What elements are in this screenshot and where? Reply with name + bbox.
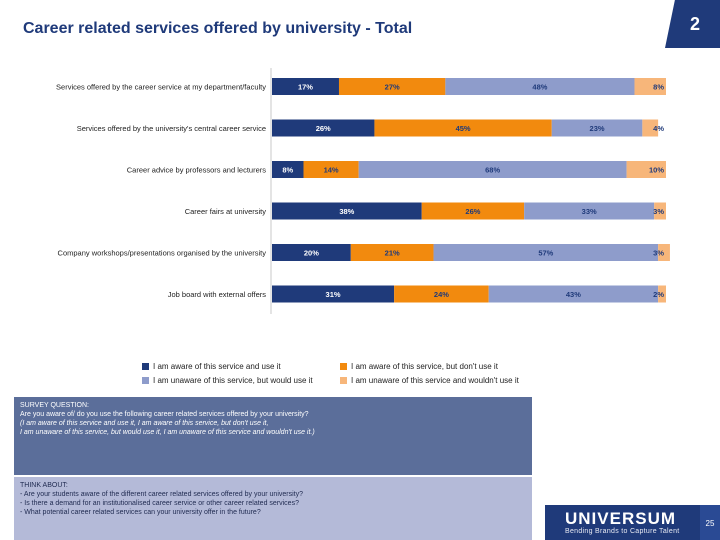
survey-question: Are you aware of/ do you use the followi… [20, 411, 309, 418]
data-label: 8% [282, 166, 293, 175]
legend-item-aware-use: I am aware of this service and use it [142, 362, 340, 371]
survey-question-box: SURVEY QUESTION: Are you aware of/ do yo… [14, 397, 532, 475]
data-label: 33% [582, 207, 597, 216]
bar-segment [272, 78, 339, 95]
data-label: 2% [653, 290, 664, 299]
legend-item-aware-dont-use: I am aware of this service, but don't us… [340, 362, 540, 371]
universum-logo: UNIVERSUM [565, 509, 677, 528]
bar-segment [358, 161, 627, 178]
legend-swatch [340, 363, 347, 370]
logo-tagline: Bending Brands to Capture Talent [565, 528, 680, 535]
data-label: 10% [649, 166, 664, 175]
data-label: 27% [385, 83, 400, 92]
legend-swatch [340, 377, 347, 384]
think-item: - Are your students aware of the differe… [20, 491, 303, 498]
bar-segment [445, 78, 635, 95]
data-label: 17% [298, 83, 313, 92]
category-label: Services offered by the career service a… [56, 83, 266, 92]
legend-label: I am aware of this service, but don't us… [351, 362, 498, 371]
chart-legend: I am aware of this service and use it I … [142, 362, 562, 385]
data-label: 20% [304, 249, 319, 258]
slide-number: 25 [705, 519, 715, 528]
bar-segment [394, 285, 489, 303]
think-about-box: THINK ABOUT: - Are your students aware o… [14, 477, 532, 540]
bar-segment [272, 244, 351, 261]
data-label: 43% [566, 290, 581, 299]
page-title: Career related services offered by unive… [23, 20, 413, 37]
bar-segment [634, 78, 666, 95]
data-label: 68% [485, 166, 500, 175]
data-label: 48% [532, 83, 547, 92]
bar-segment [374, 119, 552, 137]
data-label: 38% [339, 207, 354, 216]
bar-segment [272, 161, 304, 178]
bar-segment [658, 285, 666, 303]
bar-segment [658, 244, 670, 261]
bar-segment [272, 119, 375, 137]
page-number-badge [665, 0, 720, 48]
data-label: 57% [538, 249, 553, 258]
bar-segment [642, 119, 659, 137]
bar-segment [654, 202, 666, 220]
bar-segment [433, 244, 659, 261]
slide-number-badge [700, 505, 720, 540]
category-label: Career advice by professors and lecturer… [127, 166, 266, 175]
bar-segment [551, 119, 643, 137]
legend-swatch [142, 377, 149, 384]
footer-logo-bar [545, 505, 700, 540]
think-heading: THINK ABOUT: [20, 482, 68, 489]
data-label: 14% [324, 166, 339, 175]
data-label: 3% [653, 207, 664, 216]
bar-segment [303, 161, 359, 178]
data-label: 31% [326, 290, 341, 299]
survey-options-line: I am unaware of this service, but would … [20, 429, 315, 436]
data-label: 23% [590, 124, 605, 133]
page-number: 2 [689, 14, 700, 34]
legend-item-unaware-wouldnt-use: I am unaware of this service and wouldn'… [340, 376, 540, 385]
survey-heading: SURVEY QUESTION: [20, 402, 89, 409]
survey-options-line: (I am aware of this service and use it, … [20, 420, 269, 427]
data-label: 3% [653, 249, 664, 258]
bar-segment [338, 78, 446, 95]
data-label: 26% [316, 124, 331, 133]
legend-item-unaware-would-use: I am unaware of this service, but would … [142, 376, 340, 385]
data-label: 26% [465, 207, 480, 216]
category-label: Job board with external offers [168, 290, 267, 299]
bar-segment [421, 202, 525, 220]
legend-label: I am aware of this service and use it [153, 362, 281, 371]
data-label: 24% [434, 290, 449, 299]
data-label: 21% [385, 249, 400, 258]
bar-segment [524, 202, 655, 220]
data-label: 4% [653, 124, 664, 133]
bar-segment [488, 285, 659, 303]
category-label: Company workshops/presentations organise… [58, 249, 267, 258]
legend-label: I am unaware of this service, but would … [153, 376, 313, 385]
bar-segment [626, 161, 666, 178]
stacked-bar-chart: Services offered by the career service a… [56, 68, 670, 314]
category-label: Career fairs at university [185, 207, 267, 216]
data-label: 45% [456, 124, 471, 133]
legend-label: I am unaware of this service and wouldn'… [351, 376, 519, 385]
bar-segment [272, 285, 395, 303]
bar-segment [350, 244, 434, 261]
think-item: - Is there a demand for an institutional… [20, 500, 299, 507]
data-label: 8% [653, 83, 664, 92]
think-item: - What potential career related services… [20, 509, 261, 516]
category-label: Services offered by the university's cen… [77, 124, 266, 133]
bar-segment [272, 202, 422, 220]
legend-swatch [142, 363, 149, 370]
